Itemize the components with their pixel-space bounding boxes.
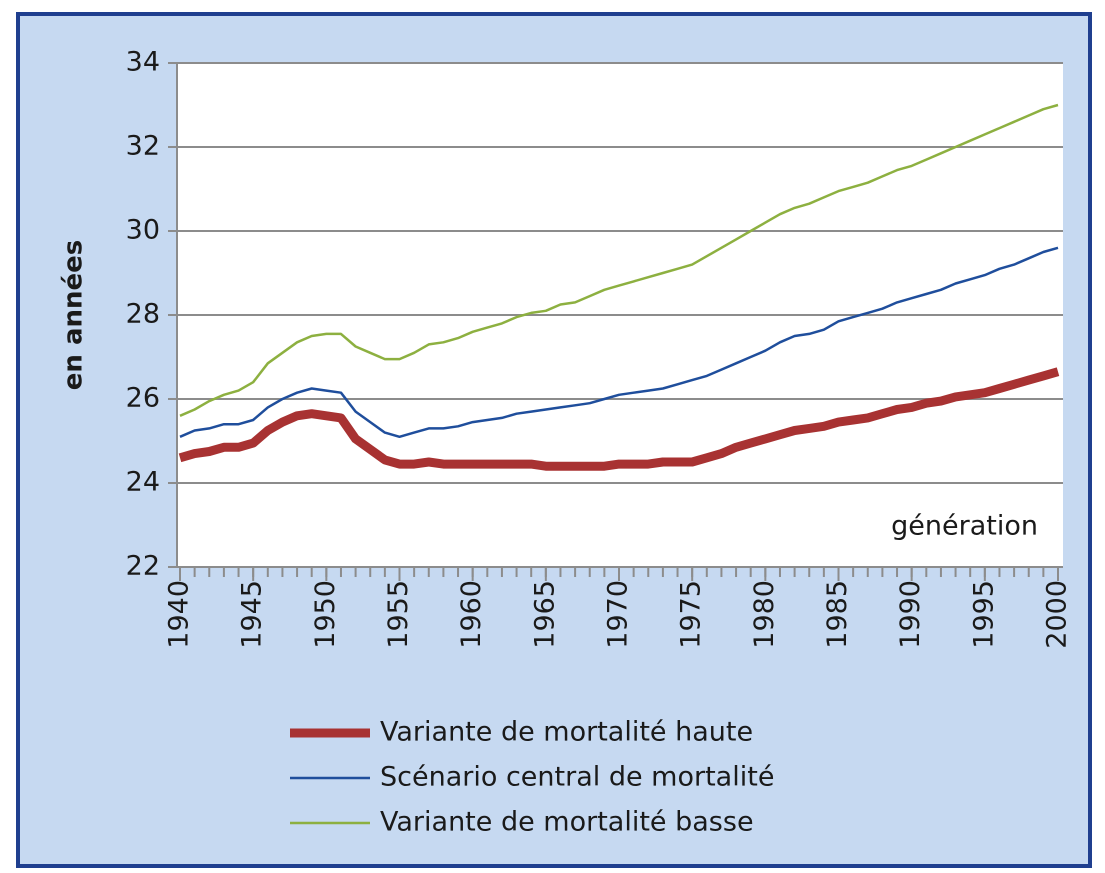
x-tick-label: 1945 bbox=[237, 580, 268, 649]
y-tick-label: 22 bbox=[126, 551, 160, 582]
y-tick-label: 28 bbox=[126, 299, 160, 330]
y-axis-label: en années bbox=[59, 240, 89, 391]
x-tick-label: 1960 bbox=[456, 580, 487, 649]
y-tick-label: 26 bbox=[126, 383, 160, 414]
x-tick-label: 1955 bbox=[383, 580, 414, 649]
legend-label: Scénario central de mortalité bbox=[380, 762, 774, 793]
legend-label: Variante de mortalité basse bbox=[380, 807, 754, 838]
x-tick-label: 1975 bbox=[676, 580, 707, 649]
x-tick-label: 1985 bbox=[822, 580, 853, 649]
x-tick-label: 1950 bbox=[310, 580, 341, 649]
x-tick-label: 1990 bbox=[895, 580, 926, 649]
y-tick-label: 34 bbox=[126, 47, 160, 78]
series-line bbox=[179, 103, 1059, 417]
legend-label: Variante de mortalité haute bbox=[380, 717, 753, 748]
x-tick-label: 1980 bbox=[749, 580, 780, 649]
x-tick-label: 1940 bbox=[164, 580, 195, 649]
series-line bbox=[178, 367, 1060, 471]
y-tick-label: 32 bbox=[126, 131, 160, 162]
y-tick-label: 30 bbox=[126, 215, 160, 246]
x-tick-label: 1995 bbox=[968, 580, 999, 649]
annotation: génération bbox=[891, 511, 1038, 542]
x-tick-label: 2000 bbox=[1042, 580, 1073, 649]
series-line bbox=[179, 246, 1059, 439]
x-tick-label: 1970 bbox=[603, 580, 634, 649]
y-tick-label: 24 bbox=[126, 467, 160, 498]
x-tick-label: 1965 bbox=[529, 580, 560, 649]
